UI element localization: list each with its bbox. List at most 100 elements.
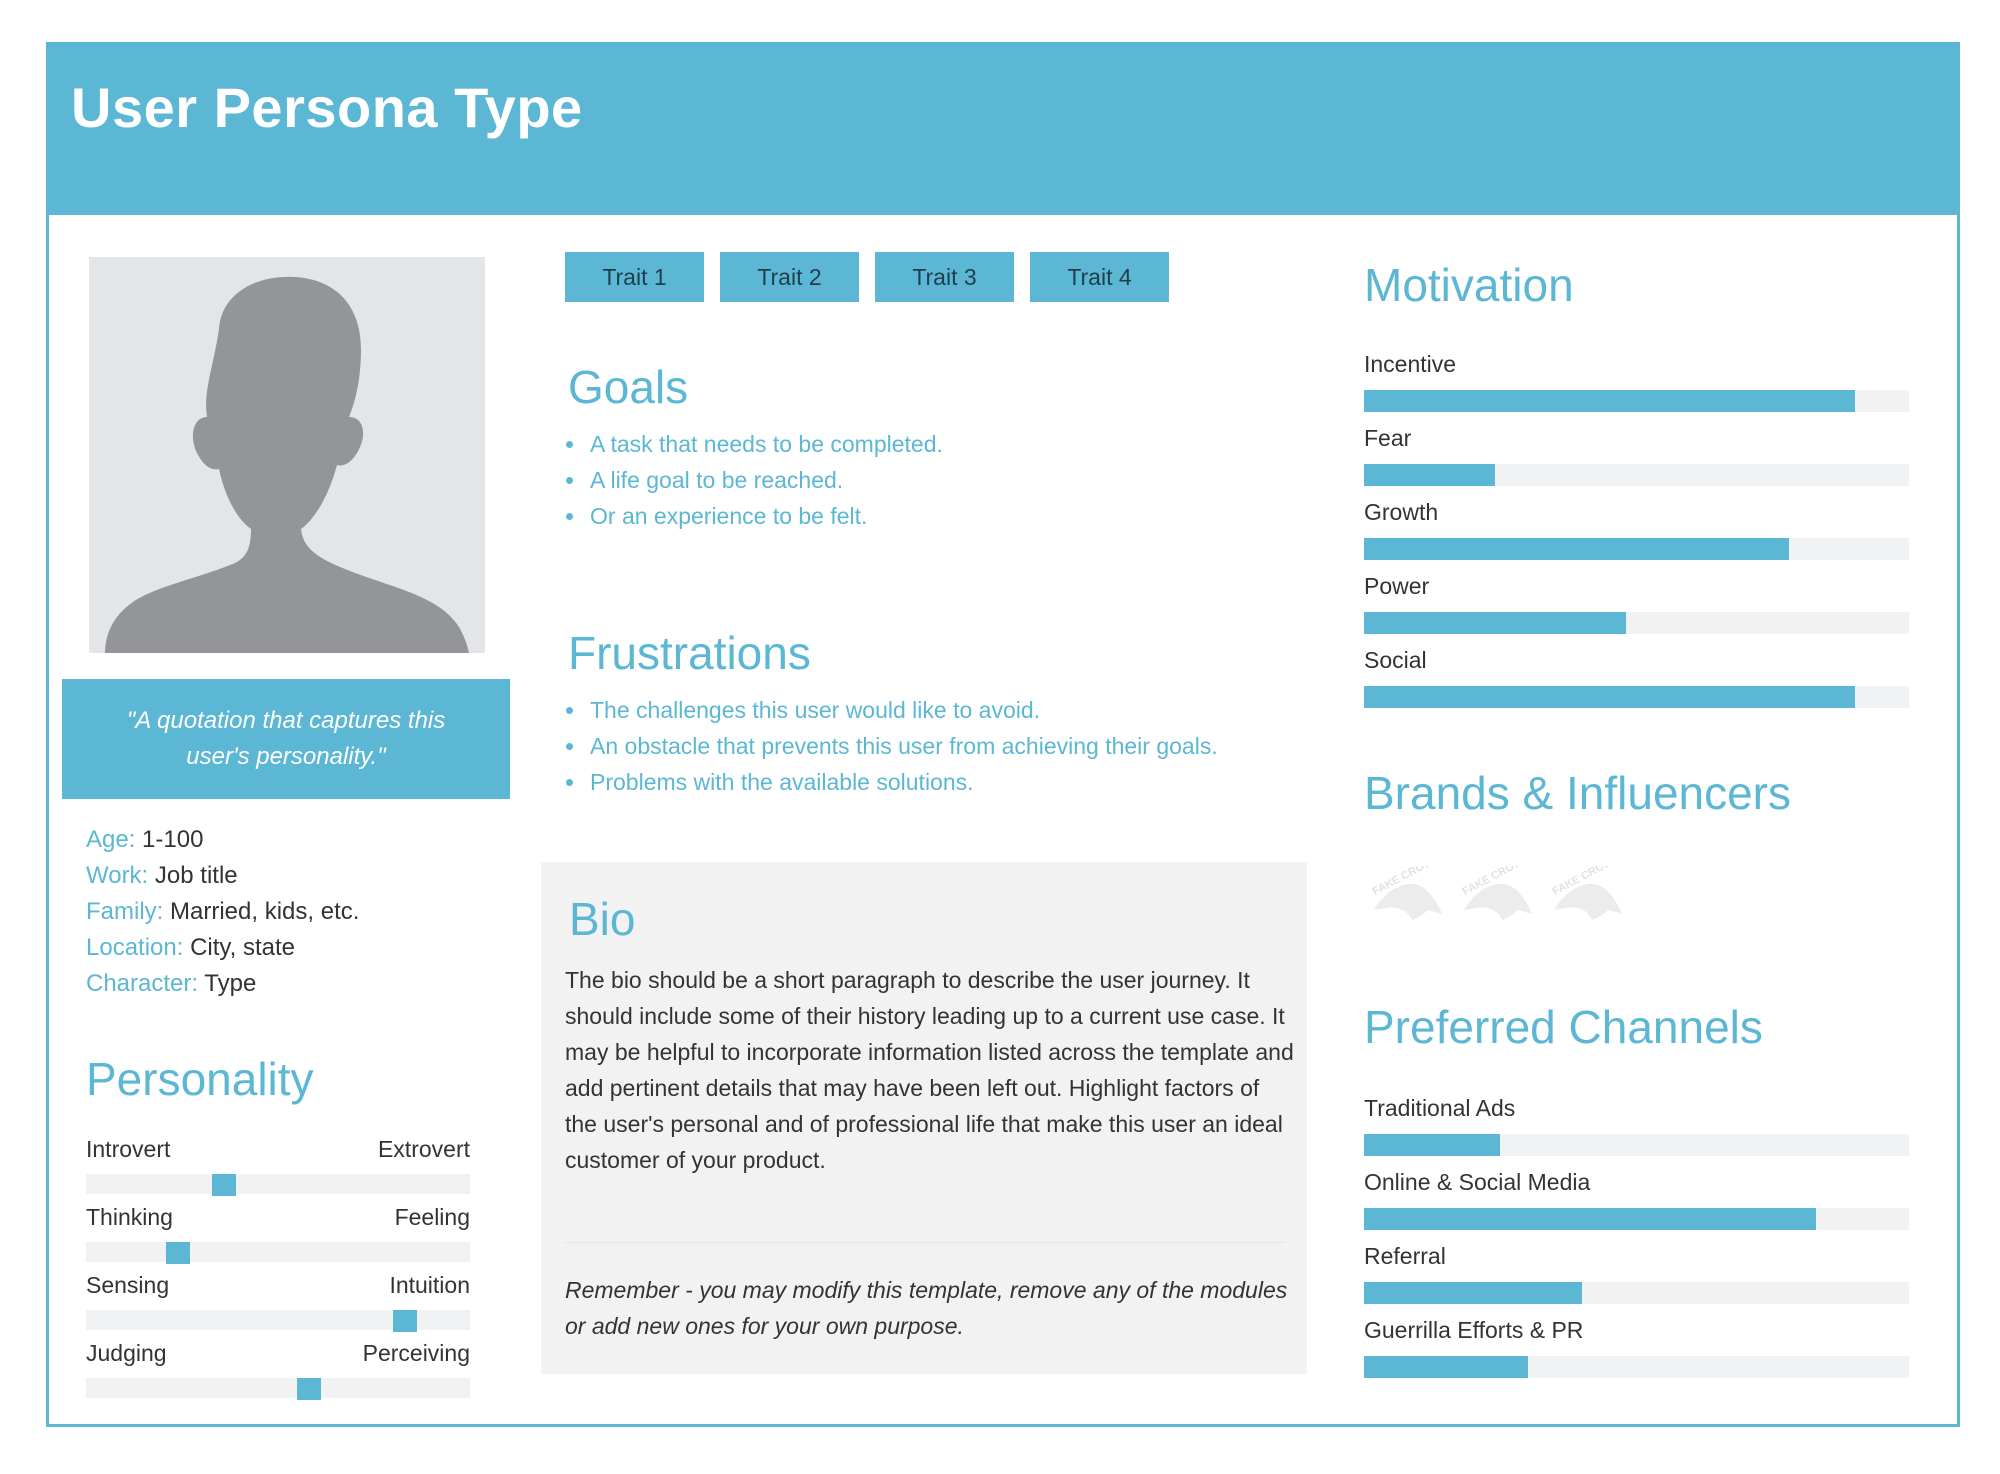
bar-track bbox=[1364, 538, 1909, 560]
bar-label: Social bbox=[1364, 647, 1427, 673]
frustrations-title: Frustrations bbox=[568, 627, 811, 679]
fact-location: Location: City, state bbox=[86, 930, 359, 966]
trait-tag-4: Trait 4 bbox=[1030, 252, 1169, 302]
fact-value: Type bbox=[204, 970, 257, 997]
bio-title: Bio bbox=[569, 893, 636, 945]
personality-scales: Introvert Extrovert Thinking Feeling Sensi… bbox=[86, 1136, 470, 1400]
scale-left-label: Introvert bbox=[86, 1136, 171, 1162]
bar-label: Power bbox=[1364, 573, 1430, 599]
bar-label: Guerrilla Efforts & PR bbox=[1364, 1317, 1584, 1343]
trait-tag-2: Trait 2 bbox=[720, 252, 859, 302]
bar-fill bbox=[1364, 390, 1855, 412]
scale-marker bbox=[212, 1174, 237, 1196]
channel-bars: Traditional Ads Online & Social Media Re… bbox=[1364, 1092, 1909, 1388]
scale-left-label: Sensing bbox=[86, 1272, 170, 1298]
bar-fill bbox=[1364, 1208, 1817, 1230]
motivation-item: Incentive bbox=[1364, 348, 1909, 412]
frustration-item: The challenges this user would like to a… bbox=[562, 692, 1218, 728]
channel-item: Traditional Ads bbox=[1364, 1092, 1909, 1156]
fake-crow-logo-icon: FAKE CROW bbox=[1371, 866, 1442, 920]
bar-fill bbox=[1364, 538, 1790, 560]
personality-scale: Thinking Feeling bbox=[86, 1204, 470, 1264]
frustration-item: Problems with the available solutions. bbox=[562, 764, 1218, 800]
bar-track bbox=[1364, 1134, 1909, 1156]
goal-item: Or an experience to be felt. bbox=[562, 498, 943, 534]
bar-label: Traditional Ads bbox=[1364, 1095, 1516, 1121]
fake-crow-logo-icon: FAKE CROW bbox=[1551, 866, 1622, 920]
fact-label: Work: bbox=[86, 862, 149, 889]
frustration-item: An obstacle that prevents this user from… bbox=[562, 728, 1218, 764]
bio-note: Remember - you may modify this template,… bbox=[565, 1277, 1288, 1339]
fact-label: Age: bbox=[86, 826, 136, 853]
personality-scale: Judging Perceiving bbox=[86, 1340, 470, 1400]
bar-label: Fear bbox=[1364, 425, 1412, 451]
brands-title: Brands & Influencers bbox=[1364, 767, 1792, 819]
fact-family: Family: Married, kids, etc. bbox=[86, 894, 359, 930]
fake-crow-logo-icon: FAKE CROW bbox=[1461, 866, 1532, 920]
scale-marker bbox=[166, 1242, 191, 1264]
bar-track bbox=[1364, 390, 1909, 412]
personality-scale: Sensing Intuition bbox=[86, 1272, 470, 1332]
scale-right-label: Extrovert bbox=[377, 1136, 470, 1162]
channel-item: Referral bbox=[1364, 1240, 1909, 1304]
motivation-bars: Incentive Fear Growth Power Social bbox=[1364, 348, 1909, 718]
scale-track bbox=[86, 1242, 470, 1264]
fact-character: Character: Type bbox=[86, 966, 359, 1002]
channel-item: Online & Social Media bbox=[1364, 1166, 1909, 1230]
motivation-item: Fear bbox=[1364, 422, 1909, 486]
fact-value: 1-100 bbox=[142, 826, 204, 853]
brand-logos: FAKE CROW FAKE CROW FAKE CROW bbox=[1368, 866, 1624, 926]
persona-quote: "A quotation that captures this user's p… bbox=[62, 679, 510, 799]
trait-tag-1: Trait 1 bbox=[565, 252, 704, 302]
channels-title: Preferred Channels bbox=[1364, 1001, 1763, 1053]
fact-value: Job title bbox=[154, 862, 238, 889]
fact-label: Location: bbox=[86, 934, 184, 961]
bar-fill bbox=[1364, 464, 1495, 486]
fact-value: City, state bbox=[190, 934, 295, 961]
motivation-item: Power bbox=[1364, 570, 1909, 634]
scale-left-label: Judging bbox=[86, 1340, 167, 1366]
trait-tag-3: Trait 3 bbox=[875, 252, 1014, 302]
fact-age: Age: 1-100 bbox=[86, 822, 359, 858]
goal-item: A task that needs to be completed. bbox=[562, 426, 943, 462]
frustrations-list: The challenges this user would like to a… bbox=[562, 692, 1218, 800]
scale-left-label: Thinking bbox=[86, 1204, 173, 1230]
scale-right-label: Intuition bbox=[389, 1272, 470, 1298]
facts-list: Age: 1-100 Work: Job title Family: Marri… bbox=[86, 822, 359, 1002]
bio-divider bbox=[565, 1242, 1285, 1243]
motivation-item: Social bbox=[1364, 644, 1909, 708]
bar-label: Incentive bbox=[1364, 351, 1457, 377]
bar-label: Referral bbox=[1364, 1243, 1446, 1269]
bar-track bbox=[1364, 1356, 1909, 1378]
motivation-title: Motivation bbox=[1364, 259, 1574, 311]
goals-list: A task that needs to be completed. A lif… bbox=[562, 426, 943, 534]
bar-track bbox=[1364, 1208, 1909, 1230]
bar-track bbox=[1364, 1282, 1909, 1304]
avatar bbox=[89, 257, 485, 653]
personality-scale: Introvert Extrovert bbox=[86, 1136, 470, 1196]
scale-right-label: Feeling bbox=[394, 1204, 470, 1230]
bar-fill bbox=[1364, 686, 1855, 708]
scale-track bbox=[86, 1174, 470, 1196]
bar-fill bbox=[1364, 1282, 1582, 1304]
bar-fill bbox=[1364, 1356, 1528, 1378]
scale-marker bbox=[392, 1310, 417, 1332]
channel-item: Guerrilla Efforts & PR bbox=[1364, 1314, 1909, 1378]
bar-track bbox=[1364, 464, 1909, 486]
bar-label: Online & Social Media bbox=[1364, 1169, 1591, 1195]
bar-label: Growth bbox=[1364, 499, 1439, 525]
traits-row: Trait 1 Trait 2 Trait 3 Trait 4 bbox=[565, 252, 1169, 302]
bar-track bbox=[1364, 612, 1909, 634]
personality-title: Personality bbox=[86, 1053, 314, 1105]
bar-track bbox=[1364, 686, 1909, 708]
fact-label: Character: bbox=[86, 970, 199, 997]
fact-value: Married, kids, etc. bbox=[170, 898, 360, 925]
person-silhouette-icon bbox=[105, 276, 469, 653]
fact-work: Work: Job title bbox=[86, 858, 359, 894]
bar-fill bbox=[1364, 1134, 1501, 1156]
scale-track bbox=[86, 1378, 470, 1400]
header-banner: User Persona Type bbox=[49, 45, 1957, 215]
page-title: User Persona Type bbox=[71, 76, 583, 139]
goal-item: A life goal to be reached. bbox=[562, 462, 943, 498]
bar-fill bbox=[1364, 612, 1626, 634]
